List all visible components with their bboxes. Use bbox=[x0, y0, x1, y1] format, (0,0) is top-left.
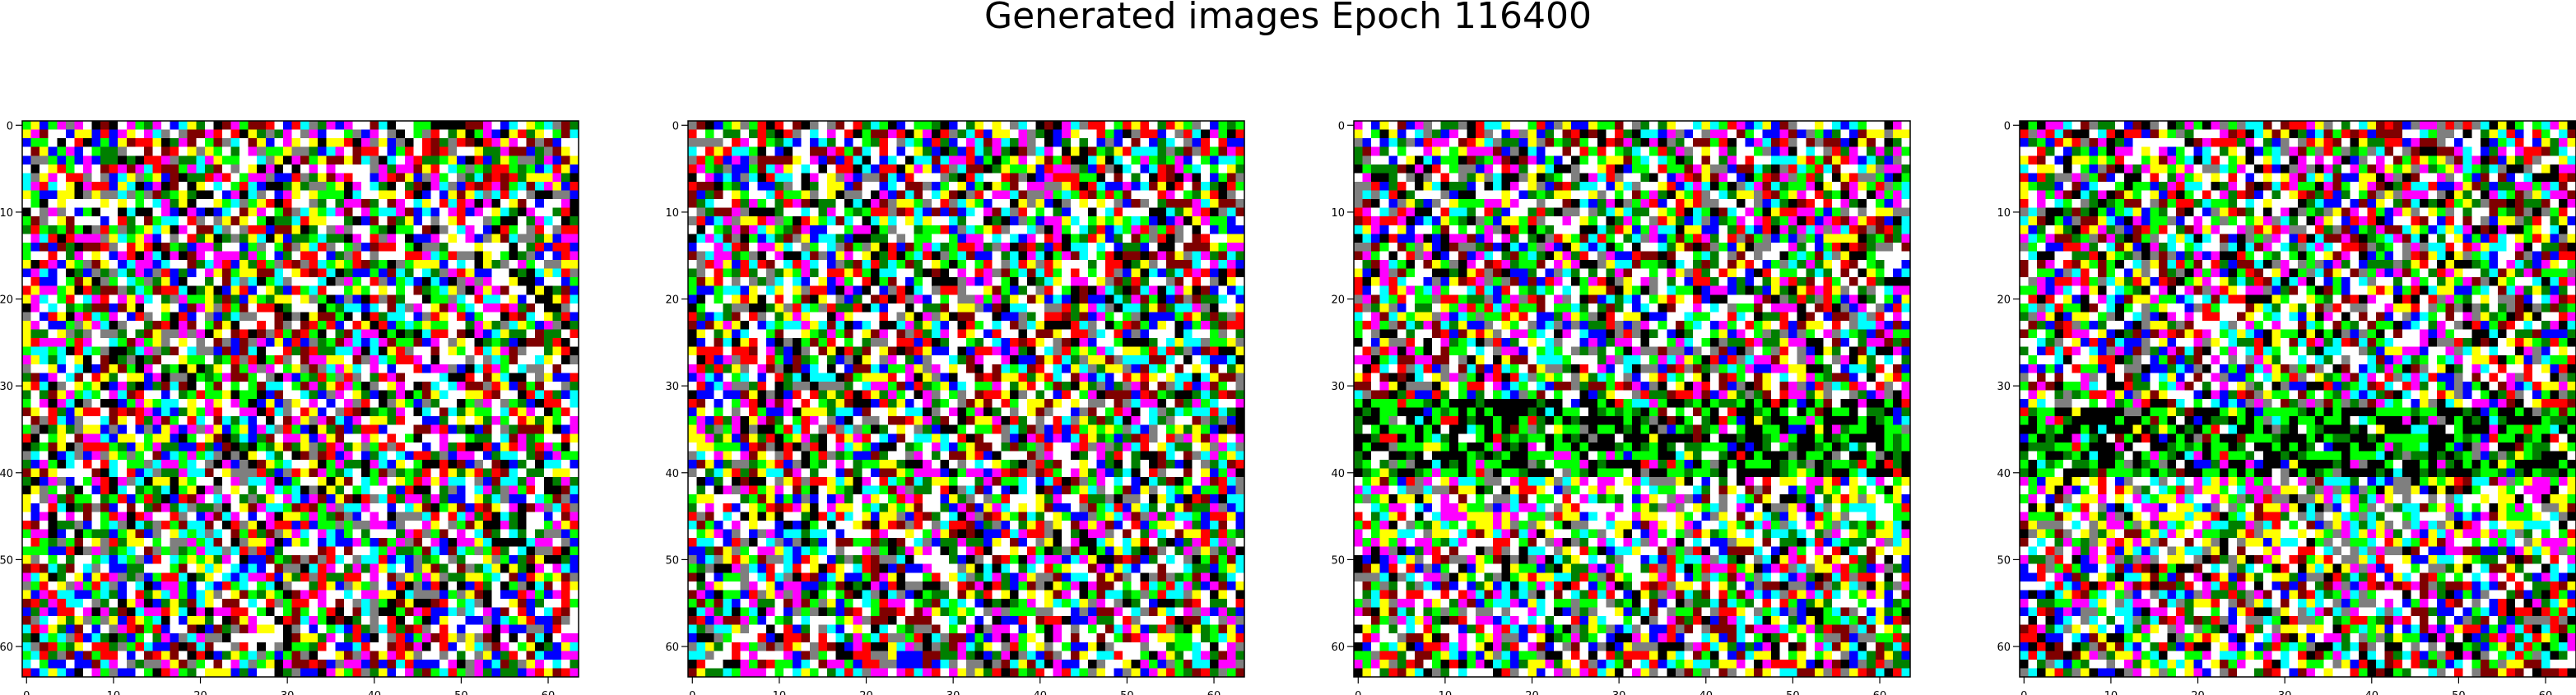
x-tick-label: 0 bbox=[2020, 690, 2027, 695]
y-tick-label: 20 bbox=[1997, 294, 2011, 307]
y-tick-label: 40 bbox=[665, 468, 679, 480]
image-pixels bbox=[1354, 121, 1911, 678]
x-tick-label: 0 bbox=[689, 690, 695, 695]
x-tick-label: 20 bbox=[1525, 690, 1539, 695]
x-tick-label: 60 bbox=[2539, 690, 2553, 695]
image-panel-1: 0 10 20 30 40 50 60 0 10 20 30 40 50 60 bbox=[0, 120, 579, 695]
image-panel-4: 0 10 20 30 40 50 60 0 10 20 30 40 50 60 bbox=[1997, 120, 2576, 695]
x-tick-label: 10 bbox=[2104, 690, 2118, 695]
y-tick-label: 60 bbox=[1331, 642, 1345, 654]
axes-frame bbox=[21, 120, 579, 678]
x-tick-label: 10 bbox=[773, 690, 787, 695]
y-tick-label: 20 bbox=[0, 294, 13, 307]
y-tick-label: 30 bbox=[0, 381, 13, 393]
x-tick-label: 50 bbox=[1120, 690, 1134, 695]
y-tick-label: 0 bbox=[7, 120, 13, 132]
y-tick-label: 50 bbox=[0, 554, 13, 567]
x-tick-label: 40 bbox=[368, 690, 382, 695]
axes-frame bbox=[687, 120, 1245, 678]
image-panel-3: 0 10 20 30 40 50 60 0 10 20 30 40 50 60 bbox=[1331, 120, 1911, 695]
x-tick-label: 30 bbox=[946, 690, 960, 695]
x-tick-label: 60 bbox=[542, 690, 556, 695]
y-tick-label: 10 bbox=[1997, 207, 2011, 220]
figure-title: Generated images Epoch 116400 bbox=[983, 0, 1593, 37]
x-tick-label: 50 bbox=[1786, 690, 1800, 695]
y-tick-label: 10 bbox=[1331, 207, 1345, 220]
y-tick-label: 20 bbox=[1331, 294, 1345, 307]
y-tick-label: 0 bbox=[672, 120, 679, 132]
x-tick-label: 40 bbox=[2365, 690, 2379, 695]
x-tick-label: 30 bbox=[2278, 690, 2292, 695]
y-tick-label: 0 bbox=[1338, 120, 1345, 132]
y-tick-label: 40 bbox=[1997, 468, 2011, 480]
axes-frame bbox=[2019, 120, 2576, 678]
x-tick-label: 40 bbox=[1700, 690, 1713, 695]
image-pixels bbox=[2020, 121, 2576, 678]
y-tick-label: 40 bbox=[0, 468, 13, 480]
y-tick-label: 30 bbox=[1997, 381, 2011, 393]
y-tick-label: 60 bbox=[665, 642, 679, 654]
x-tick-label: 20 bbox=[2191, 690, 2205, 695]
x-tick-label: 60 bbox=[1873, 690, 1887, 695]
x-tick-label: 0 bbox=[1355, 690, 1361, 695]
y-tick-label: 30 bbox=[1331, 381, 1345, 393]
image-panel-2: 0 10 20 30 40 50 60 0 10 20 30 40 50 60 bbox=[665, 120, 1245, 695]
y-tick-label: 20 bbox=[665, 294, 679, 307]
y-tick-label: 10 bbox=[665, 207, 679, 220]
x-tick-label: 40 bbox=[1034, 690, 1048, 695]
x-tick-label: 10 bbox=[1439, 690, 1453, 695]
y-tick-label: 50 bbox=[1997, 554, 2011, 567]
axes-frame bbox=[1353, 120, 1911, 678]
y-tick-label: 40 bbox=[1331, 468, 1345, 480]
y-tick-label: 10 bbox=[0, 207, 13, 220]
y-tick-label: 0 bbox=[2004, 120, 2011, 132]
y-tick-label: 60 bbox=[1997, 642, 2011, 654]
x-tick-label: 50 bbox=[454, 690, 468, 695]
y-tick-label: 60 bbox=[0, 642, 13, 654]
image-pixels bbox=[22, 121, 579, 678]
x-tick-label: 60 bbox=[1207, 690, 1221, 695]
x-tick-label: 30 bbox=[281, 690, 295, 695]
x-tick-label: 20 bbox=[859, 690, 873, 695]
y-tick-label: 50 bbox=[665, 554, 679, 567]
x-tick-label: 50 bbox=[2452, 690, 2466, 695]
x-tick-label: 10 bbox=[107, 690, 121, 695]
y-tick-label: 30 bbox=[665, 381, 679, 393]
y-tick-label: 50 bbox=[1331, 554, 1345, 567]
x-tick-label: 0 bbox=[23, 690, 30, 695]
image-pixels bbox=[688, 121, 1245, 678]
x-tick-label: 20 bbox=[193, 690, 207, 695]
x-tick-label: 30 bbox=[1612, 690, 1626, 695]
